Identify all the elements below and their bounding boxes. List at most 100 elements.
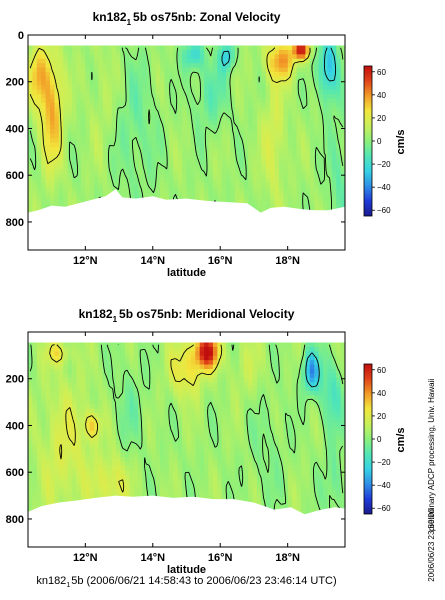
heatmap-cell <box>300 355 306 361</box>
heatmap-cell <box>173 466 179 472</box>
heatmap-cell <box>186 98 192 104</box>
heatmap-cell <box>155 421 161 427</box>
heatmap-cell <box>151 138 157 144</box>
heatmap-cell <box>226 151 232 157</box>
heatmap-cell <box>111 116 117 122</box>
heatmap-cell <box>72 399 78 405</box>
heatmap-cell <box>199 129 205 135</box>
heatmap-cell <box>54 360 60 366</box>
heatmap-cell <box>102 186 108 192</box>
heatmap-cell <box>129 382 135 388</box>
heatmap-cell <box>173 146 179 152</box>
heatmap-cell <box>186 351 192 357</box>
heatmap-cell <box>138 49 144 55</box>
heatmap-cell <box>107 155 113 161</box>
heatmap-cell <box>305 346 311 352</box>
heatmap-cell <box>173 138 179 144</box>
heatmap-cell <box>41 199 47 205</box>
heatmap-cell <box>94 386 100 392</box>
heatmap-cell <box>67 342 73 348</box>
heatmap-cell <box>331 155 337 161</box>
heatmap-cell <box>300 169 306 175</box>
heatmap-cell <box>331 160 337 166</box>
heatmap-cell <box>199 49 205 55</box>
heatmap-cell <box>182 45 188 51</box>
heatmap-cell <box>146 466 152 472</box>
heatmap-cell <box>296 417 302 423</box>
heatmap-cell <box>204 386 210 392</box>
heatmap-cell <box>327 63 333 69</box>
heatmap-cell <box>204 377 210 383</box>
heatmap-cell <box>177 382 183 388</box>
heatmap-cell <box>256 417 262 423</box>
heatmap-cell <box>41 71 47 77</box>
heatmap-cell <box>129 404 135 410</box>
heatmap-cell <box>168 399 174 405</box>
heatmap-cell <box>274 146 280 152</box>
heatmap-cell <box>278 426 284 432</box>
heatmap-cell <box>160 151 166 157</box>
heatmap-cell <box>252 360 258 366</box>
heatmap-cell <box>155 71 161 77</box>
heatmap-cell <box>155 164 161 170</box>
heatmap-cell <box>63 151 69 157</box>
heatmap-cell <box>182 116 188 122</box>
heatmap-cell <box>300 124 306 130</box>
heatmap-cell <box>155 413 161 419</box>
heatmap-cell <box>309 146 315 152</box>
heatmap-cell <box>226 404 232 410</box>
heatmap-cell <box>265 391 271 397</box>
heatmap-cell <box>142 133 148 139</box>
heatmap-cell <box>322 195 328 201</box>
heatmap-cell <box>45 164 51 170</box>
heatmap-cell <box>151 107 157 113</box>
heatmap-cell <box>265 124 271 130</box>
heatmap-cell <box>208 448 214 454</box>
heatmap-cell <box>72 173 78 179</box>
heatmap-cell <box>151 85 157 91</box>
heatmap-cell <box>190 133 196 139</box>
heatmap-cell <box>173 124 179 130</box>
heatmap-cell <box>45 346 51 352</box>
heatmap-cell <box>287 45 293 51</box>
heatmap-cell <box>318 186 324 192</box>
heatmap-cell <box>50 448 56 454</box>
heatmap-cell <box>58 377 64 383</box>
heatmap-cell <box>50 151 56 157</box>
heatmap-cell <box>243 120 249 126</box>
heatmap-cell <box>256 169 262 175</box>
heatmap-cell <box>111 160 117 166</box>
heatmap-cell <box>270 71 276 77</box>
heatmap-cell <box>177 404 183 410</box>
heatmap-cell <box>72 71 78 77</box>
heatmap-cell <box>327 107 333 113</box>
heatmap-cell <box>129 391 135 397</box>
heatmap-cell <box>41 177 47 183</box>
heatmap-cell <box>32 76 38 82</box>
heatmap-cell <box>322 116 328 122</box>
heatmap-cell <box>76 435 82 441</box>
heatmap-cell <box>32 373 38 379</box>
heatmap-cell <box>305 421 311 427</box>
heatmap-cell <box>186 71 192 77</box>
heatmap-cell <box>120 466 126 472</box>
heatmap-cell <box>151 395 157 401</box>
heatmap-cell <box>54 373 60 379</box>
heatmap-cell <box>107 466 113 472</box>
heatmap-cell <box>63 142 69 148</box>
heatmap-cell <box>331 399 337 405</box>
heatmap-cell <box>133 160 139 166</box>
heatmap-cell <box>32 186 38 192</box>
heatmap-cell <box>234 164 240 170</box>
heatmap-cell <box>292 364 298 370</box>
heatmap-cell <box>300 177 306 183</box>
heatmap-cell <box>32 120 38 126</box>
heatmap-cell <box>36 395 42 401</box>
heatmap-cell <box>85 151 91 157</box>
heatmap-cell <box>186 386 192 392</box>
heatmap-cell <box>287 151 293 157</box>
heatmap-cell <box>116 351 122 357</box>
heatmap-cell <box>226 155 232 161</box>
heatmap-cell <box>212 439 218 445</box>
heatmap-cell <box>204 111 210 117</box>
